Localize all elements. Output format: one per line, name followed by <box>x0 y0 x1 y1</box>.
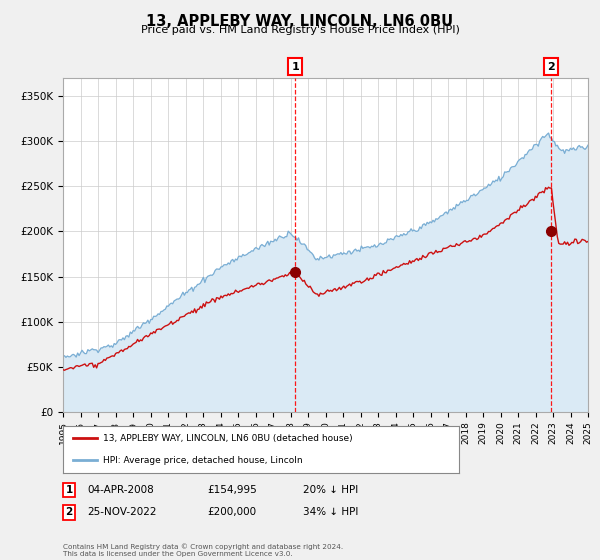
Text: 2: 2 <box>547 62 555 72</box>
Text: Contains HM Land Registry data © Crown copyright and database right 2024.
This d: Contains HM Land Registry data © Crown c… <box>63 544 343 557</box>
Text: 13, APPLEBY WAY, LINCOLN, LN6 0BU: 13, APPLEBY WAY, LINCOLN, LN6 0BU <box>146 14 454 29</box>
Text: 1: 1 <box>65 485 73 495</box>
Text: 25-NOV-2022: 25-NOV-2022 <box>87 507 157 517</box>
Text: 13, APPLEBY WAY, LINCOLN, LN6 0BU (detached house): 13, APPLEBY WAY, LINCOLN, LN6 0BU (detac… <box>103 434 352 443</box>
Text: £200,000: £200,000 <box>207 507 256 517</box>
Text: 20% ↓ HPI: 20% ↓ HPI <box>303 485 358 495</box>
Text: 04-APR-2008: 04-APR-2008 <box>87 485 154 495</box>
Text: 34% ↓ HPI: 34% ↓ HPI <box>303 507 358 517</box>
Text: HPI: Average price, detached house, Lincoln: HPI: Average price, detached house, Linc… <box>103 456 302 465</box>
Text: Price paid vs. HM Land Registry's House Price Index (HPI): Price paid vs. HM Land Registry's House … <box>140 25 460 35</box>
Text: 2: 2 <box>65 507 73 517</box>
Text: £154,995: £154,995 <box>207 485 257 495</box>
Text: 1: 1 <box>292 62 299 72</box>
